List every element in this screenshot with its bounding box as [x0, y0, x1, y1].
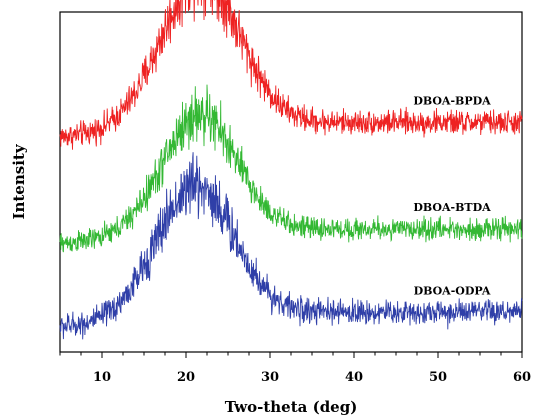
- series-label-dboa-btda: DBOA-BTDA: [413, 201, 491, 214]
- x-tick-label: 10: [93, 370, 111, 385]
- series-line-dboa-odpa: [59, 152, 523, 340]
- series-labels: DBOA-BPDA DBOA-BTDA DBOA-ODPA: [413, 95, 491, 298]
- series-label-dboa-odpa: DBOA-ODPA: [414, 284, 491, 297]
- series-line-dboa-bpda: [59, 0, 523, 150]
- x-tick-label: 30: [261, 370, 279, 385]
- series-line-dboa-btda: [59, 84, 523, 253]
- series-label-dboa-bpda: DBOA-BPDA: [413, 95, 491, 108]
- x-tick-label: 40: [345, 370, 363, 385]
- x-tick-label: 20: [177, 370, 195, 385]
- axis-ticks: 10 20 30 40 50 60: [59, 352, 531, 385]
- x-axis-title: Two-theta (deg): [225, 398, 358, 416]
- y-axis-title: Intensity: [10, 143, 28, 219]
- x-tick-label: 60: [513, 370, 531, 385]
- series-group: [59, 0, 523, 340]
- x-tick-label: 50: [429, 370, 447, 385]
